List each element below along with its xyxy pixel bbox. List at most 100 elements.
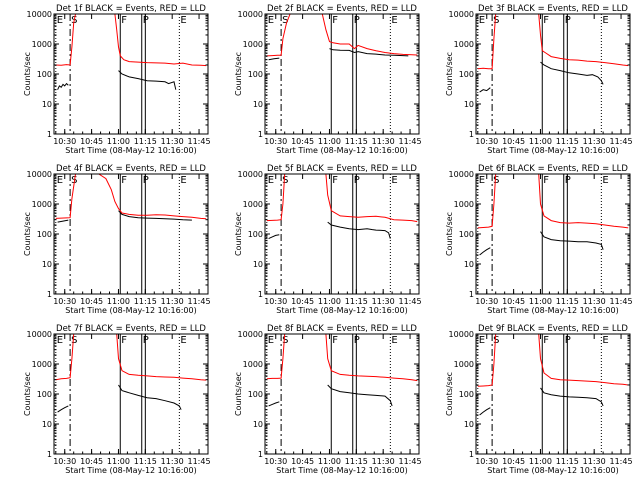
y-tick-label: 1000 — [32, 200, 52, 209]
panel-det-7: Det 7f BLACK = Events, RED = LLDESFPE110… — [23, 324, 211, 475]
y-tick-label: 10 — [253, 260, 263, 269]
x-tick-label: 11:30 — [372, 457, 395, 466]
plot-frame — [475, 13, 631, 135]
x-tick-label: 11:00 — [529, 457, 552, 466]
x-tick-label: 10:30 — [53, 457, 76, 466]
panel-det-6: Det 6f BLACK = Events, RED = LLDESFPE110… — [445, 164, 633, 315]
y-axis-label: Counts/sec — [23, 52, 32, 96]
marker-label: E — [180, 15, 186, 26]
y-tick-label: 10000 — [27, 330, 52, 339]
y-tick-label: 1 — [258, 130, 263, 139]
x-tick-label: 11:45 — [399, 137, 422, 146]
panel-det-2: Det 2f BLACK = Events, RED = LLDESFPE110… — [234, 4, 422, 155]
x-tick-label: 11:15 — [556, 137, 579, 146]
y-tick-label: 1000 — [243, 360, 263, 369]
x-tick-label: 11:00 — [107, 297, 130, 306]
marker-label: E — [57, 335, 63, 346]
marker-label: E — [391, 15, 397, 26]
lld-series-line — [266, 14, 291, 57]
x-axis-label: Start Time (08-May-12 10:16:00) — [487, 306, 618, 315]
marker-label: E — [57, 15, 63, 26]
panel-det-3: Det 3f BLACK = Events, RED = LLDESFPE110… — [445, 4, 633, 155]
x-tick-label: 10:45 — [502, 137, 525, 146]
events-series-line — [327, 221, 391, 239]
y-tick-label: 1000 — [454, 200, 474, 209]
x-tick-label: 10:30 — [475, 137, 498, 146]
y-tick-label: 1000 — [454, 40, 474, 49]
marker-label: E — [602, 335, 608, 346]
events-series-line — [479, 407, 491, 416]
y-axis-label: Counts/sec — [234, 52, 243, 96]
marker-label: S — [493, 335, 499, 346]
marker-label: F — [543, 175, 549, 186]
panel-title: Det 4f BLACK = Events, RED = LLD — [56, 164, 206, 174]
y-tick-label: 100 — [248, 230, 263, 239]
panel-det-4: Det 4f BLACK = Events, RED = LLDESFPE110… — [23, 164, 211, 315]
plot-frame — [53, 173, 209, 295]
x-tick-label: 10:30 — [264, 137, 287, 146]
marker-label: S — [282, 175, 288, 186]
x-axis-label: Start Time (08-May-12 10:16:00) — [276, 146, 407, 155]
y-axis-label: Counts/sec — [445, 52, 454, 96]
y-tick-label: 10 — [464, 260, 474, 269]
panel-title: Det 2f BLACK = Events, RED = LLD — [267, 4, 417, 14]
plot-frame — [264, 333, 420, 455]
events-series-line — [479, 247, 491, 256]
x-axis-label: Start Time (08-May-12 10:16:00) — [276, 306, 407, 315]
x-tick-label: 10:45 — [80, 137, 103, 146]
x-tick-label: 11:00 — [318, 297, 341, 306]
x-tick-label: 10:45 — [502, 457, 525, 466]
lld-series-line — [266, 174, 286, 222]
y-tick-label: 1000 — [32, 360, 52, 369]
events-series-line — [268, 401, 280, 407]
y-tick-label: 1000 — [243, 40, 263, 49]
y-tick-label: 100 — [459, 70, 474, 79]
plot-frame — [53, 333, 209, 455]
x-tick-label: 11:30 — [583, 457, 606, 466]
x-tick-label: 10:30 — [475, 297, 498, 306]
x-tick-label: 11:15 — [345, 297, 368, 306]
y-axis-label: Counts/sec — [445, 212, 454, 256]
y-tick-label: 10000 — [449, 330, 474, 339]
x-tick-label: 11:45 — [399, 297, 422, 306]
events-series-line — [327, 384, 393, 407]
y-tick-label: 10000 — [238, 170, 263, 179]
panel-title: Det 1f BLACK = Events, RED = LLD — [56, 4, 206, 14]
events-series-line — [540, 61, 604, 85]
marker-label: E — [479, 335, 485, 346]
marker-label: E — [391, 335, 397, 346]
x-tick-label: 11:45 — [399, 457, 422, 466]
marker-label: F — [121, 335, 127, 346]
events-series-line — [329, 48, 409, 57]
x-tick-label: 10:45 — [502, 297, 525, 306]
y-tick-label: 10 — [464, 420, 474, 429]
panel-det-9: Det 9f BLACK = Events, RED = LLDESFPE110… — [445, 324, 633, 475]
y-tick-label: 10000 — [449, 10, 474, 19]
y-tick-label: 1 — [258, 290, 263, 299]
x-tick-label: 11:00 — [529, 137, 552, 146]
lld-series-line — [55, 14, 76, 66]
x-tick-label: 11:45 — [188, 457, 211, 466]
lld-series-line — [266, 334, 286, 380]
lld-series-line — [477, 14, 497, 70]
x-tick-label: 10:30 — [264, 457, 287, 466]
lld-series-line — [538, 14, 629, 67]
y-tick-label: 10000 — [27, 170, 52, 179]
marker-label: E — [602, 175, 608, 186]
x-tick-label: 10:45 — [80, 297, 103, 306]
y-tick-label: 10 — [42, 100, 52, 109]
x-tick-label: 10:45 — [80, 457, 103, 466]
y-tick-label: 1 — [469, 450, 474, 459]
y-tick-label: 1000 — [32, 40, 52, 49]
marker-label: F — [543, 335, 549, 346]
lld-series-line — [325, 174, 418, 223]
x-tick-label: 11:00 — [107, 457, 130, 466]
x-tick-label: 10:30 — [264, 297, 287, 306]
y-axis-label: Counts/sec — [234, 372, 243, 416]
plot-frame — [475, 173, 631, 295]
events-series-line — [268, 57, 280, 61]
x-tick-label: 11:30 — [583, 137, 606, 146]
x-tick-label: 11:30 — [161, 137, 184, 146]
marker-label: F — [332, 15, 338, 26]
